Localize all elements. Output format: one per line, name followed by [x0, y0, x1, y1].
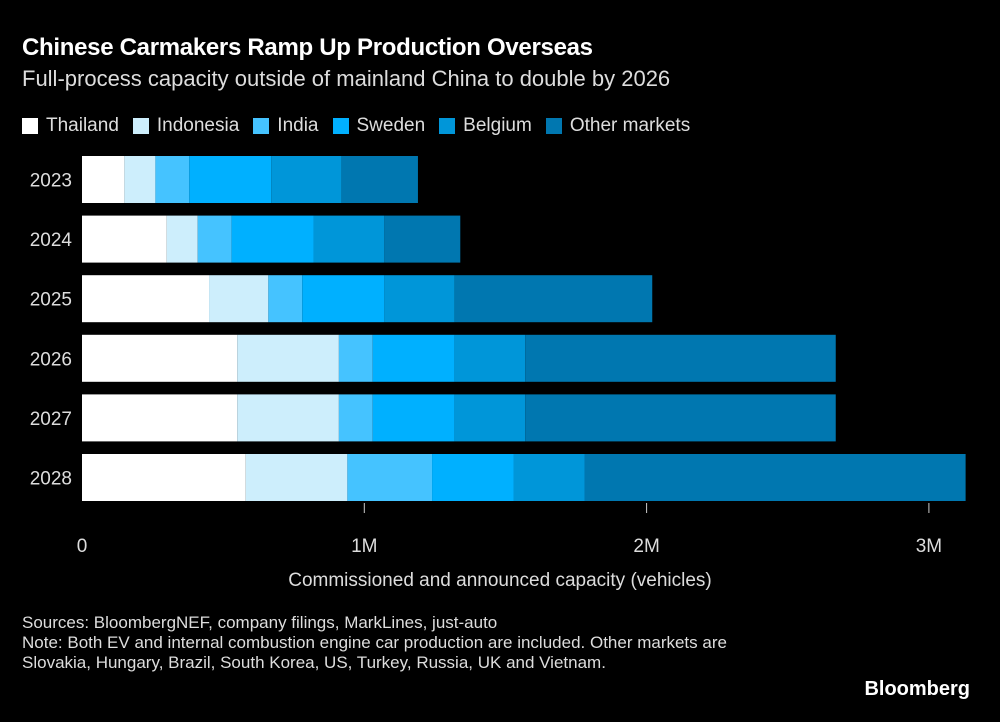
x-tick-label: 0 [77, 536, 88, 557]
category-label: 2024 [30, 230, 73, 251]
x-axis-label: Commissioned and announced capacity (veh… [288, 570, 712, 591]
bar-segment-thailand [82, 454, 246, 501]
bar-segment-indonesia [209, 275, 269, 323]
legend: Thailand Indonesia India Sweden Belgium Other… [22, 115, 690, 137]
legend-item: Thailand [22, 115, 119, 137]
bar-segment-india [197, 215, 232, 263]
bar-segment-indonesia [237, 394, 339, 442]
bar-segment-indonesia [245, 454, 348, 501]
bar-segment-indonesia [124, 156, 156, 203]
bar-segment-sweden [231, 215, 314, 263]
legend-swatch [132, 118, 149, 134]
bar-segment-belgium [454, 334, 526, 382]
legend-swatch [332, 118, 349, 134]
bar-segment-thailand [82, 394, 238, 442]
bar-segment-india [155, 156, 190, 203]
note-text: Note: Both EV and internal combustion en… [22, 633, 727, 672]
bar-segment-india [347, 454, 433, 501]
bar-segment-sweden [372, 334, 455, 382]
bloomberg-logo: Bloomberg [864, 678, 970, 700]
bar-segment-belgium [513, 454, 585, 501]
category-label: 2026 [30, 349, 72, 370]
bar-segment-thailand [82, 275, 210, 323]
chart-title: Chinese Carmakers Ramp Up Production Ove… [22, 34, 593, 61]
legend-label: Thailand [46, 115, 119, 136]
category-label: 2028 [30, 469, 72, 490]
legend-item: Indonesia [132, 115, 240, 137]
bar-segment-india [268, 275, 303, 323]
bar-segment-indonesia [166, 215, 198, 263]
bar-segment-belgium [271, 156, 342, 203]
bar-segment-india [338, 394, 373, 442]
bar-segment-sweden [189, 156, 272, 203]
chart-svg: 2023 2024 2025 2026 2027 2028 0 1M 2M 3M Commissio… [30, 156, 966, 591]
x-tick-label: 1M [351, 536, 377, 557]
bar-segment-other-markets [525, 394, 836, 442]
bar-segment-sweden [432, 454, 514, 501]
bar-segment-belgium [454, 394, 526, 442]
category-label: 2027 [30, 409, 72, 430]
legend-swatch [253, 118, 270, 134]
legend-label: Sweden [356, 115, 426, 136]
legend-label: Indonesia [156, 115, 240, 136]
legend-item: Belgium [439, 115, 532, 137]
legend-label: India [277, 115, 319, 136]
x-tick-label: 2M [633, 536, 659, 557]
bar-segment-other-markets [384, 215, 461, 263]
sources-text: Sources: BloombergNEF, company filings, … [22, 613, 498, 632]
x-tick-label: 3M [916, 536, 942, 557]
bar-segment-other-markets [525, 334, 836, 382]
bar-segment-other-markets [341, 156, 418, 203]
legend-item: Other markets [545, 115, 691, 137]
chart-subtitle: Full-process capacity outside of mainlan… [22, 66, 671, 91]
legend-item: Sweden [332, 115, 426, 137]
legend-label: Belgium [463, 115, 532, 136]
bar-segment-sweden [372, 394, 455, 442]
bar-segment-other-markets [584, 454, 966, 501]
legend-item: India [253, 115, 319, 137]
legend-swatch [22, 118, 38, 134]
legend-swatch [545, 118, 562, 134]
bar-segment-thailand [82, 334, 238, 382]
bar-segment-thailand [82, 215, 167, 263]
legend-label: Other markets [569, 115, 691, 136]
category-label: 2025 [30, 290, 72, 311]
legend-swatch [439, 118, 456, 134]
bar-segment-sweden [302, 275, 385, 323]
bar-segment-belgium [384, 275, 455, 323]
bar-segment-indonesia [237, 334, 339, 382]
bar-segment-other-markets [454, 275, 653, 323]
bar-segment-thailand [82, 156, 125, 203]
bar-segment-india [338, 334, 373, 382]
bar-segment-belgium [313, 215, 385, 263]
footer: Sources: BloombergNEF, company filings, … [22, 613, 782, 673]
category-label: 2023 [30, 171, 72, 192]
